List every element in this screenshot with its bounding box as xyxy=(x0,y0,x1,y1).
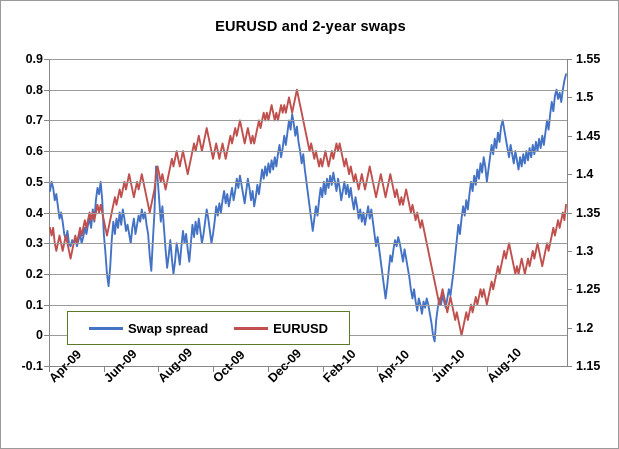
x-axis-tick-mark xyxy=(158,367,160,372)
y-axis-left-tick-mark xyxy=(44,120,49,122)
series-lines xyxy=(49,73,567,343)
y-axis-right-tick-label: 1.55 xyxy=(576,52,601,66)
x-axis-tick-mark xyxy=(267,367,269,372)
y-axis-left-tick-label: 0.5 xyxy=(25,174,43,189)
y-axis-right-tick-label: 1.4 xyxy=(576,167,594,182)
y-axis-left-tick-label: 0.7 xyxy=(25,113,43,128)
gridline xyxy=(50,212,567,214)
x-axis-tick-mark xyxy=(486,367,488,372)
legend-item-swap-spread: Swap spread xyxy=(88,320,209,336)
y-axis-left-tick-mark xyxy=(44,59,49,60)
chart-legend: Swap spread EURUSD xyxy=(67,311,350,345)
series-line-eurusd xyxy=(49,88,567,337)
y-axis-right-tick-mark xyxy=(567,250,572,252)
y-axis-right-tick-mark xyxy=(567,366,572,367)
y-axis-left-tick-label: -0.1 xyxy=(21,359,43,373)
legend-label-swap-spread: Swap spread xyxy=(127,320,209,336)
y-axis-left-tick-label: 0.8 xyxy=(25,82,43,97)
y-axis-right-tick-mark xyxy=(567,97,572,99)
y-axis-left-tick-mark xyxy=(44,181,49,183)
y-axis-right-tick-mark xyxy=(567,212,572,214)
legend-label-eurusd: EURUSD xyxy=(273,320,329,336)
series-line-swap-spread xyxy=(49,73,567,343)
y-axis-left-tick-label: 0.1 xyxy=(25,297,43,312)
gridline xyxy=(50,181,567,183)
y-axis-right-tick-mark xyxy=(567,135,572,137)
y-axis-left-tick-mark xyxy=(44,335,49,337)
y-axis-right-tick-label: 1.5 xyxy=(576,90,594,105)
y-axis-left-tick-mark xyxy=(44,273,49,275)
gridline xyxy=(50,273,567,275)
gridline xyxy=(50,304,567,306)
gridline xyxy=(50,89,567,91)
y-axis-left-tick-mark xyxy=(44,212,49,214)
gridline xyxy=(50,151,567,153)
y-axis-left-tick-label: 0.4 xyxy=(25,205,43,220)
y-axis-left-tick-mark xyxy=(44,243,49,245)
y-axis-left-tick-label: 0.2 xyxy=(25,266,43,281)
y-axis-left-tick-mark xyxy=(44,89,49,91)
y-axis-right-tick-label: 1.15 xyxy=(576,359,601,373)
y-axis-right-tick-label: 1.2 xyxy=(576,320,594,335)
x-axis-tick-mark xyxy=(377,367,379,372)
y-axis-left-tick-mark xyxy=(44,151,49,153)
y-axis-right-tick-label: 1.25 xyxy=(576,282,601,297)
x-axis-tick-mark xyxy=(49,367,50,372)
gridline xyxy=(50,59,567,60)
y-axis-right-tick-mark xyxy=(567,174,572,176)
legend-swatch-swap-spread xyxy=(88,326,123,330)
y-axis-right-tick-label: 1.35 xyxy=(576,205,601,220)
x-axis-tick-mark xyxy=(322,367,324,372)
gridline xyxy=(50,243,567,245)
x-axis-tick-mark xyxy=(213,367,215,372)
y-axis-right-tick-label: 1.3 xyxy=(576,243,594,258)
y-axis-right-tick-mark xyxy=(567,289,572,291)
gridline xyxy=(50,120,567,122)
x-axis-tick-mark xyxy=(431,367,433,372)
y-axis-right-tick-mark xyxy=(567,327,572,329)
legend-item-eurusd: EURUSD xyxy=(234,321,328,336)
y-axis-left-tick-label: 0.6 xyxy=(25,144,43,159)
legend-swatch-eurusd xyxy=(234,326,269,330)
y-axis-left-tick-label: 0.3 xyxy=(25,236,43,251)
chart-title: EURUSD and 2-year swaps xyxy=(215,19,406,35)
y-axis-right-tick-label: 1.45 xyxy=(576,128,601,143)
y-axis-left-tick-mark xyxy=(44,366,49,367)
y-axis-left-tick-label: 0 xyxy=(36,328,43,343)
x-axis-tick-mark xyxy=(103,367,105,372)
y-axis-left-tick-mark xyxy=(44,304,49,306)
y-axis-left-tick-label: 0.9 xyxy=(25,52,43,66)
y-axis-right-tick-mark xyxy=(567,59,572,60)
